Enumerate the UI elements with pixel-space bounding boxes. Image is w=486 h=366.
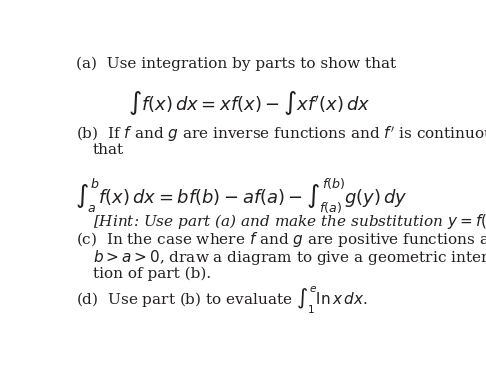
Text: (b)  If $f$ and $g$ are inverse functions and $f'$ is continuous, prove: (b) If $f$ and $g$ are inverse functions… — [76, 124, 486, 144]
Text: $b > a > 0$, draw a diagram to give a geometric interpreta-: $b > a > 0$, draw a diagram to give a ge… — [93, 248, 486, 267]
Text: $\int f(x)\, dx = xf(x) - \int xf'(x)\, dx$: $\int f(x)\, dx = xf(x) - \int xf'(x)\, … — [128, 89, 370, 117]
Text: [Hint: Use part (a) and make the substitution $y = f(x)$.]: [Hint: Use part (a) and make the substit… — [93, 212, 486, 231]
Text: (c)  In the case where $f$ and $g$ are positive functions and: (c) In the case where $f$ and $g$ are po… — [76, 230, 486, 249]
Text: that: that — [93, 143, 124, 157]
Text: (a)  Use integration by parts to show that: (a) Use integration by parts to show tha… — [76, 57, 396, 71]
Text: (d)  Use part (b) to evaluate $\int_1^e \ln x\, dx$.: (d) Use part (b) to evaluate $\int_1^e \… — [76, 285, 368, 316]
Text: tion of part (b).: tion of part (b). — [93, 266, 211, 281]
Text: $\int_a^b f(x)\, dx = bf(b) - af(a) - \int_{f(a)}^{f(b)} g(y)\, dy$: $\int_a^b f(x)\, dx = bf(b) - af(a) - \i… — [75, 176, 408, 215]
